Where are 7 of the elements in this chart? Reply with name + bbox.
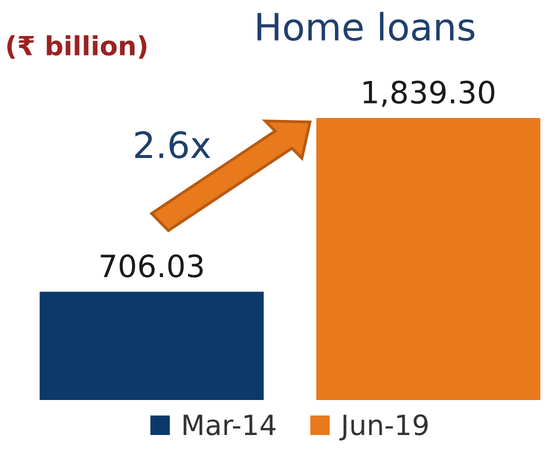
chart-subtitle: (₹ billion) <box>7 35 146 59</box>
annotation: 2.6x <box>135 131 210 158</box>
data-label: 1,839.30 <box>364 80 494 107</box>
legend-label: Jun-19 <box>339 414 428 441</box>
legend-label: Mar-14 <box>184 414 276 436</box>
chart-title: Home loans <box>258 12 474 41</box>
data-label: 706.03 <box>100 254 203 278</box>
